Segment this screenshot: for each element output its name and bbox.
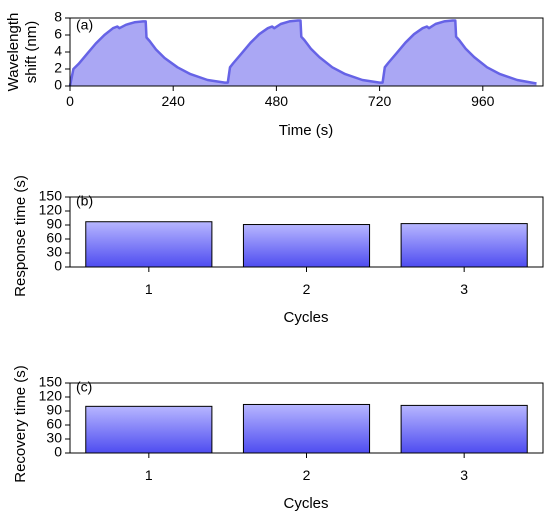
bar-cycle-1	[85, 221, 213, 268]
y-tick-label: 0	[54, 444, 62, 460]
x-tick-label: 0	[66, 93, 74, 109]
y-axis-title-line-1: Wavelength	[5, 13, 22, 92]
x-tick-label: 960	[471, 93, 495, 109]
y-tick-label: 0	[54, 258, 62, 274]
y-axis-title: Response time (s)	[12, 175, 29, 297]
x-axis-ticks: 1 2 3	[145, 267, 468, 297]
panel-label: (c)	[76, 379, 92, 395]
y-tick-label: 150	[39, 188, 63, 204]
y-tick-label: 120	[39, 388, 63, 404]
y-tick-label: 4	[54, 43, 62, 59]
y-tick-label: 0	[54, 77, 62, 93]
y-tick-label: 6	[54, 26, 62, 42]
y-axis-title: Wavelength shift (nm)	[5, 13, 40, 92]
y-tick-label: 90	[46, 402, 62, 418]
bar-cycle-3	[400, 404, 528, 454]
x-tick-label: 1	[145, 467, 153, 483]
y-tick-label: 30	[46, 244, 62, 260]
x-axis-title: Time (s)	[279, 122, 333, 139]
series-line	[68, 19, 537, 87]
x-tick-label: 2	[303, 281, 311, 297]
bars	[85, 403, 528, 454]
bar-cycle-3	[400, 223, 528, 268]
x-tick-label: 720	[368, 93, 392, 109]
y-tick-label: 90	[46, 216, 62, 232]
y-tick-label: 150	[39, 374, 63, 390]
panel-label: (a)	[76, 17, 93, 33]
bar-cycle-2	[242, 403, 371, 454]
bars	[85, 221, 528, 268]
x-axis-ticks: 1 2 3	[145, 453, 468, 483]
y-tick-label: 60	[46, 230, 62, 246]
bar-cycle-2	[242, 224, 371, 268]
x-axis-title: Cycles	[283, 309, 328, 326]
y-tick-label: 8	[54, 9, 62, 25]
panel-label: (b)	[76, 193, 93, 209]
x-tick-label: 3	[460, 467, 468, 483]
y-tick-label: 60	[46, 416, 62, 432]
y-axis-title: Recovery time (s)	[12, 365, 29, 483]
y-tick-label: 30	[46, 430, 62, 446]
x-tick-label: 240	[162, 93, 186, 109]
x-axis-title: Cycles	[283, 495, 328, 512]
bar-cycle-1	[85, 405, 213, 454]
y-tick-label: 120	[39, 202, 63, 218]
x-tick-label: 1	[145, 281, 153, 297]
series-area-fill	[70, 20, 537, 86]
x-axis-ticks: 0 240 480 720 960	[66, 86, 495, 109]
x-tick-label: 3	[460, 281, 468, 297]
y-tick-label: 2	[54, 60, 62, 76]
y-axis-title-line-2: shift (nm)	[23, 21, 40, 84]
x-tick-label: 2	[303, 467, 311, 483]
x-tick-label: 480	[265, 93, 289, 109]
